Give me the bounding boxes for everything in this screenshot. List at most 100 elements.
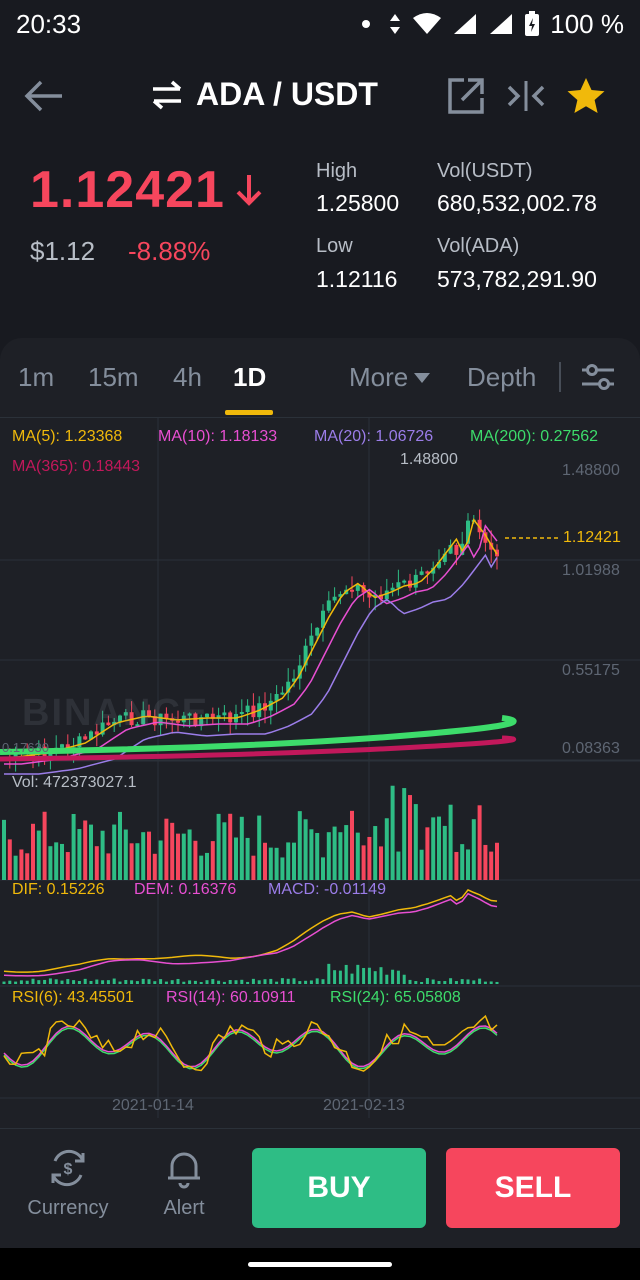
macd-bar: [431, 979, 435, 984]
candlestick-chart[interactable]: [0, 418, 640, 1128]
data-arrows-icon: [390, 14, 401, 34]
candle-body: [425, 571, 430, 574]
macd-bar: [356, 964, 360, 984]
macd-bar: [60, 980, 64, 984]
sell-button[interactable]: SELL: [446, 1148, 620, 1228]
chart-panel: 1m 15m 4h 1D More Depth MA(5): 1.23368 M…: [0, 338, 640, 1128]
candle-body: [454, 544, 459, 555]
chart-settings-button[interactable]: [580, 362, 620, 396]
tab-1m[interactable]: 1m: [18, 362, 55, 392]
tab-1d[interactable]: 1D: [233, 362, 267, 392]
candle-body: [251, 705, 256, 718]
macd-bar: [112, 978, 116, 984]
volume-bar: [251, 855, 256, 880]
macd-bar: [309, 980, 313, 984]
volume-bar: [460, 844, 465, 880]
status-bar: 20:33 100 %: [0, 0, 640, 48]
volume-bar: [367, 836, 372, 880]
volume-bar: [135, 843, 140, 880]
macd-bar: [472, 980, 476, 984]
volume-bar: [83, 820, 88, 880]
volume-label: Vol: 472373027.1: [12, 774, 137, 791]
macd-bar: [466, 979, 470, 984]
tab-more-label: More: [349, 362, 409, 392]
volume-bar: [158, 840, 163, 880]
candle-body: [205, 713, 209, 718]
ma200-line: [0, 715, 517, 755]
macd-bar: [275, 981, 279, 984]
status-icons: 100 %: [362, 9, 624, 40]
volume-bar: [187, 829, 192, 880]
candle-body: [379, 594, 383, 600]
candle-body: [286, 681, 291, 693]
candle-body: [431, 567, 436, 574]
candle-body: [402, 580, 407, 583]
macd-bar: [2, 981, 6, 984]
macd-bar: [402, 974, 406, 984]
macd-bar: [31, 978, 35, 984]
macd-bar: [217, 980, 221, 984]
tab-depth[interactable]: Depth: [467, 362, 537, 392]
candle-body: [321, 610, 325, 628]
price-axis-label: 0.55175: [562, 662, 620, 679]
macd-bar: [298, 981, 302, 984]
macd-bar: [414, 981, 418, 984]
macd-bar: [77, 980, 81, 984]
candle-body: [210, 713, 215, 719]
volume-bar: [431, 817, 436, 880]
dot-icon: [362, 20, 371, 28]
tab-more[interactable]: More: [349, 362, 431, 393]
volume-bar: [268, 847, 273, 880]
candle-body: [48, 752, 53, 759]
candle-body: [466, 520, 470, 544]
favorite-button[interactable]: [564, 74, 608, 118]
battery-percent: 100 %: [550, 8, 624, 39]
arrow-down-icon: [236, 175, 262, 206]
home-indicator[interactable]: [248, 1262, 392, 1267]
candle-body: [118, 715, 122, 722]
volume-bar: [42, 811, 47, 880]
macd-bar: [292, 978, 296, 984]
volume-bar: [164, 818, 169, 880]
volume-bar: [263, 842, 267, 880]
macd-bar: [437, 981, 441, 984]
back-button[interactable]: [22, 74, 66, 118]
volume-bar: [60, 843, 64, 880]
volume-bar: [257, 815, 262, 880]
candle-body: [245, 705, 250, 712]
buy-button[interactable]: BUY: [252, 1148, 426, 1228]
volume-bar: [408, 795, 412, 880]
candle-body: [437, 561, 441, 568]
watermark-text: BINANCE: [22, 692, 210, 734]
ma365-line: [0, 735, 517, 762]
volume-bar: [25, 853, 30, 880]
compare-button[interactable]: [504, 74, 548, 118]
alert-button[interactable]: Alert: [129, 1147, 239, 1220]
macd-bar: [257, 980, 261, 984]
ma5-label: MA(5): 1.23368: [12, 428, 123, 445]
volume-bar: [419, 849, 424, 880]
macd-bar: [385, 974, 389, 984]
pair-selector[interactable]: ADA / USDT: [150, 76, 378, 113]
macd-bar: [367, 967, 371, 984]
macd-bar: [280, 978, 284, 984]
volume-bar: [89, 824, 93, 880]
currency-label: Currency: [27, 1197, 109, 1219]
currency-button[interactable]: $ Currency: [13, 1147, 123, 1220]
volume-bar: [216, 813, 221, 880]
external-link-button[interactable]: [444, 74, 488, 118]
tab-4h[interactable]: 4h: [173, 362, 202, 392]
candle-body: [89, 731, 93, 740]
currency-exchange-icon: $: [51, 1149, 85, 1187]
volume-bar: [94, 846, 99, 880]
volume-bar: [65, 852, 70, 880]
active-tab-indicator: [225, 410, 273, 415]
macd-bar: [118, 981, 122, 984]
signal-icon-2: [490, 14, 513, 34]
candle-body: [123, 712, 128, 716]
tab-15m[interactable]: 15m: [88, 362, 139, 392]
volume-bar: [344, 825, 349, 880]
macd-bar: [14, 981, 18, 984]
volume-bar: [19, 849, 24, 880]
volume-bar: [7, 839, 12, 880]
